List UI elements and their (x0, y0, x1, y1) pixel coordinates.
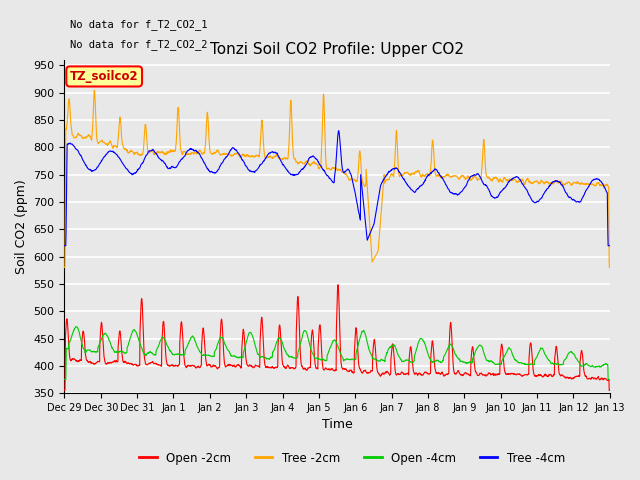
Open -2cm (490, 372, 498, 378)
Tree -4cm (88, 168, 96, 174)
Text: No data for f_T2_CO2_2: No data for f_T2_CO2_2 (70, 38, 207, 49)
Legend: Open -2cm, Tree -2cm, Open -4cm, Tree -4cm: Open -2cm, Tree -2cm, Open -4cm, Tree -4… (134, 447, 570, 469)
Open -2cm (88, 360, 96, 366)
Open -4cm (61, 377, 68, 383)
Tree -4cm (311, 156, 319, 161)
Tree -2cm (590, 182, 598, 188)
Open -4cm (606, 377, 614, 383)
Line: Open -2cm: Open -2cm (65, 285, 610, 390)
Open -2cm (334, 282, 342, 288)
Open -4cm (590, 364, 598, 370)
Open -2cm (590, 376, 598, 382)
Tree -4cm (61, 243, 68, 249)
Open -4cm (312, 355, 319, 361)
Tree -2cm (490, 175, 498, 180)
Tree -2cm (61, 264, 68, 270)
Tree -4cm (590, 177, 598, 182)
Line: Open -4cm: Open -4cm (65, 327, 610, 380)
Title: Tonzi Soil CO2 Profile: Upper CO2: Tonzi Soil CO2 Profile: Upper CO2 (210, 42, 464, 58)
Open -4cm (326, 346, 333, 351)
Tree -2cm (312, 160, 319, 166)
Open -2cm (61, 387, 68, 393)
Open -4cm (590, 364, 598, 370)
Tree -2cm (590, 182, 598, 188)
Tree -4cm (606, 243, 614, 249)
Open -4cm (89, 349, 97, 355)
Tree -2cm (326, 167, 333, 173)
Tree -2cm (91, 87, 99, 93)
Tree -4cm (335, 128, 342, 133)
Tree -4cm (326, 175, 333, 181)
Y-axis label: Soil CO2 (ppm): Soil CO2 (ppm) (15, 179, 28, 274)
Tree -2cm (606, 264, 614, 270)
Text: No data for f_T2_CO2_1: No data for f_T2_CO2_1 (70, 19, 207, 30)
Tree -4cm (490, 195, 498, 201)
Text: TZ_soilco2: TZ_soilco2 (70, 70, 138, 83)
Open -2cm (590, 376, 598, 382)
Open -2cm (326, 367, 333, 372)
X-axis label: Time: Time (322, 419, 353, 432)
Open -2cm (606, 387, 614, 393)
Open -2cm (311, 361, 319, 367)
Line: Tree -4cm: Tree -4cm (65, 131, 610, 246)
Tree -4cm (590, 177, 598, 182)
Open -4cm (72, 324, 80, 330)
Open -4cm (490, 360, 498, 366)
Line: Tree -2cm: Tree -2cm (65, 90, 610, 267)
Tree -2cm (88, 131, 96, 137)
